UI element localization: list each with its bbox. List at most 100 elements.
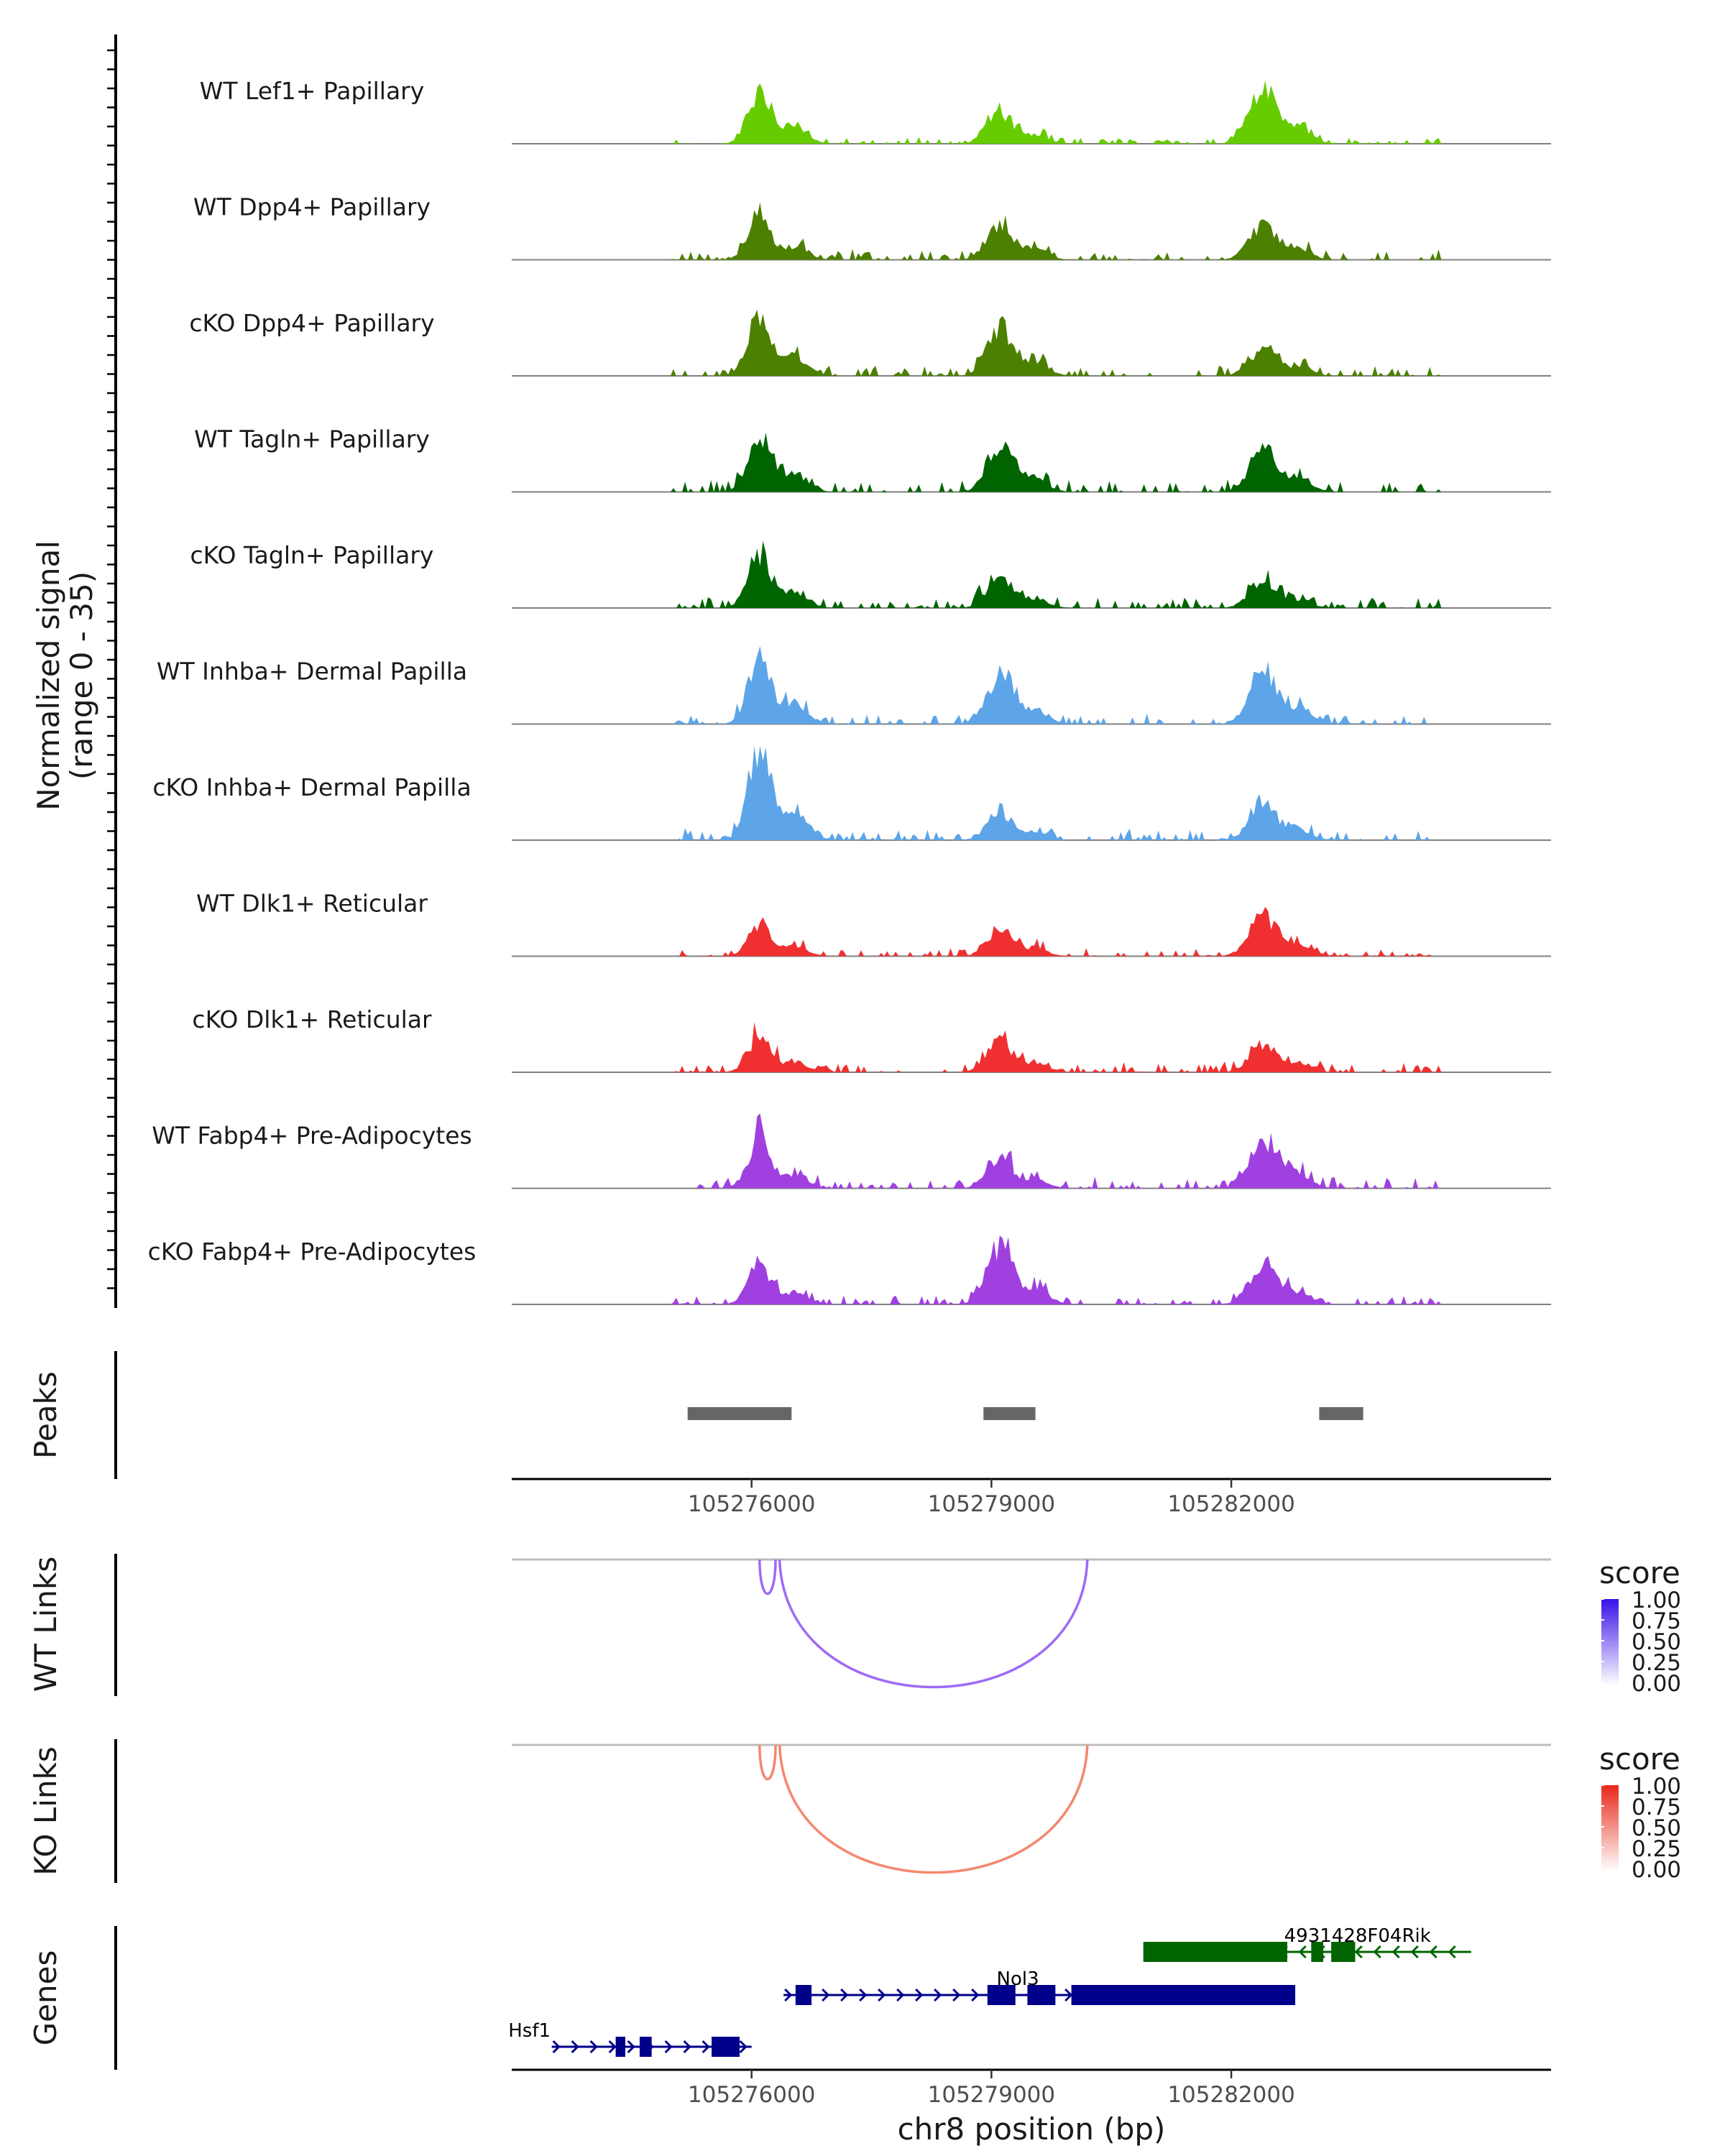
legend-label: 0.75 [1632, 1608, 1681, 1634]
strand-arrow [896, 1988, 905, 2002]
strand-arrow [589, 2040, 598, 2054]
coverage-track: WT Fabp4+ Pre-Adipocytes [152, 1113, 1551, 1189]
track-label: WT Fabp4+ Pre-Adipocytes [152, 1122, 472, 1150]
strand-arrow [1429, 1945, 1438, 1959]
coverage-signal-area [512, 906, 1551, 957]
strand-arrow [683, 2040, 691, 2054]
gene-exon [1027, 1985, 1056, 2005]
peaks-y-label: Peaks [28, 1371, 63, 1459]
link-arc [778, 1559, 1089, 1689]
coverage-track: cKO Tagln+ Papillary [190, 540, 1551, 609]
legend-label: 0.75 [1632, 1795, 1681, 1820]
x-axis-label: chr8 position (bp) [898, 2111, 1166, 2147]
legend-label: 0.00 [1632, 1857, 1681, 1883]
strand-arrow [739, 2040, 748, 2054]
coverage-signal-area [512, 1022, 1551, 1072]
legend-title: score [1599, 1741, 1680, 1777]
strand-arrow [1410, 1945, 1419, 1959]
strand-arrow [552, 2040, 561, 2054]
legend-label: 1.00 [1632, 1588, 1681, 1613]
coverage-signal-area [512, 309, 1551, 376]
coverage-track: cKO Dlk1+ Reticular [192, 1005, 1551, 1073]
track-label: WT Tagln+ Papillary [194, 425, 430, 453]
gene-exon [1143, 1942, 1287, 1962]
x-tick-label: 105276000 [688, 1491, 816, 1517]
ko-links-track [512, 1743, 1551, 1874]
gene-exon [795, 1985, 812, 2005]
coverage-tracks: WT Lef1+ Papillary WT Dpp4+ Papillary cKO … [148, 77, 1551, 1305]
gene-model: 4931428F04Rik [1143, 1925, 1471, 1962]
track-label: WT Lef1+ Papillary [200, 77, 425, 105]
strand-arrow [915, 1988, 924, 2002]
strand-arrow [1298, 1945, 1307, 1959]
coverage-track: WT Dpp4+ Papillary [193, 193, 1551, 261]
legend-label: 0.25 [1632, 1650, 1681, 1676]
gene-label: Nol3 [997, 1968, 1039, 1990]
track-label: cKO Inhba+ Dermal Papilla [152, 773, 471, 801]
track-label: cKO Dlk1+ Reticular [192, 1005, 432, 1033]
coverage-signal-area [512, 432, 1551, 492]
coverage-y-label: Normalized signal [31, 540, 66, 811]
coverage-signal-area [512, 540, 1551, 608]
coverage-y-label-range: (range 0 - 35) [64, 571, 99, 780]
wt-links-y-label: WT Links [28, 1557, 63, 1692]
strand-arrow [878, 1988, 886, 2002]
genes-y-label: Genes [28, 1950, 63, 2046]
strand-arrow [840, 1988, 849, 2002]
strand-arrow [952, 1988, 961, 2002]
strand-arrow [822, 1988, 830, 2002]
track-label: cKO Tagln+ Papillary [190, 541, 434, 569]
gene-exon [1071, 1985, 1296, 2005]
strand-arrow [1373, 1945, 1381, 1959]
strand-arrow [1392, 1945, 1400, 1959]
x-tick-label: 105276000 [688, 2082, 816, 2108]
gene-label: Hsf1 [508, 2020, 551, 2042]
link-arc [758, 1744, 777, 1781]
x-tick-label: 105282000 [1167, 2082, 1295, 2108]
gene-model: Hsf1 [508, 2020, 752, 2057]
legend-label: 0.25 [1632, 1836, 1681, 1862]
strand-arrow [702, 2040, 710, 2054]
strand-arrow [571, 2040, 579, 2054]
gene-exon [1311, 1942, 1323, 1962]
peak-bar [1319, 1407, 1363, 1420]
gene-exon [987, 1985, 1016, 2005]
legend-label: 1.00 [1632, 1774, 1681, 1800]
legend-label: 0.50 [1632, 1815, 1681, 1841]
track-label: cKO Fabp4+ Pre-Adipocytes [148, 1238, 477, 1266]
legend-label: 0.50 [1632, 1629, 1681, 1655]
gene-exon [1331, 1942, 1356, 1962]
coverage-signal-area [512, 646, 1551, 724]
strand-arrow [934, 1988, 942, 2002]
coverage-track: cKO Inhba+ Dermal Papilla [152, 745, 1551, 841]
coverage-signal-area [512, 1235, 1551, 1304]
link-arc [758, 1559, 777, 1595]
peak-bar [687, 1407, 792, 1420]
coverage-signal-area [512, 745, 1551, 840]
peak-bar [983, 1407, 1036, 1420]
coverage-track: WT Inhba+ Dermal Papilla [157, 646, 1551, 725]
peaks-track [687, 1407, 1363, 1420]
coverage-signal-area [512, 202, 1551, 260]
peaks-x-ticks: 105276000 105279000 105282000 [688, 1479, 1295, 1517]
strand-arrow [859, 1988, 868, 2002]
gene-exon [639, 2037, 652, 2057]
strand-arrow [784, 1988, 793, 2002]
ko-links-y-label: KO Links [28, 1746, 63, 1876]
genes-track: 4931428F04Rik Nol3 Hsf1 [508, 1925, 1471, 2057]
strand-arrow [627, 2040, 635, 2054]
x-tick-label: 105282000 [1167, 1491, 1295, 1517]
legend-label: 0.00 [1632, 1671, 1681, 1697]
coverage-track: WT Tagln+ Papillary [194, 425, 1551, 493]
gene-exon [712, 2037, 740, 2057]
strand-arrow [664, 2040, 673, 2054]
track-label: WT Dlk1+ Reticular [196, 890, 428, 918]
coverage-track: cKO Dpp4+ Papillary [189, 309, 1551, 377]
coverage-y-axis [107, 34, 117, 1308]
track-label: cKO Dpp4+ Papillary [189, 309, 434, 337]
strand-arrow [608, 2040, 617, 2054]
legend-colorbar [1601, 1599, 1619, 1685]
